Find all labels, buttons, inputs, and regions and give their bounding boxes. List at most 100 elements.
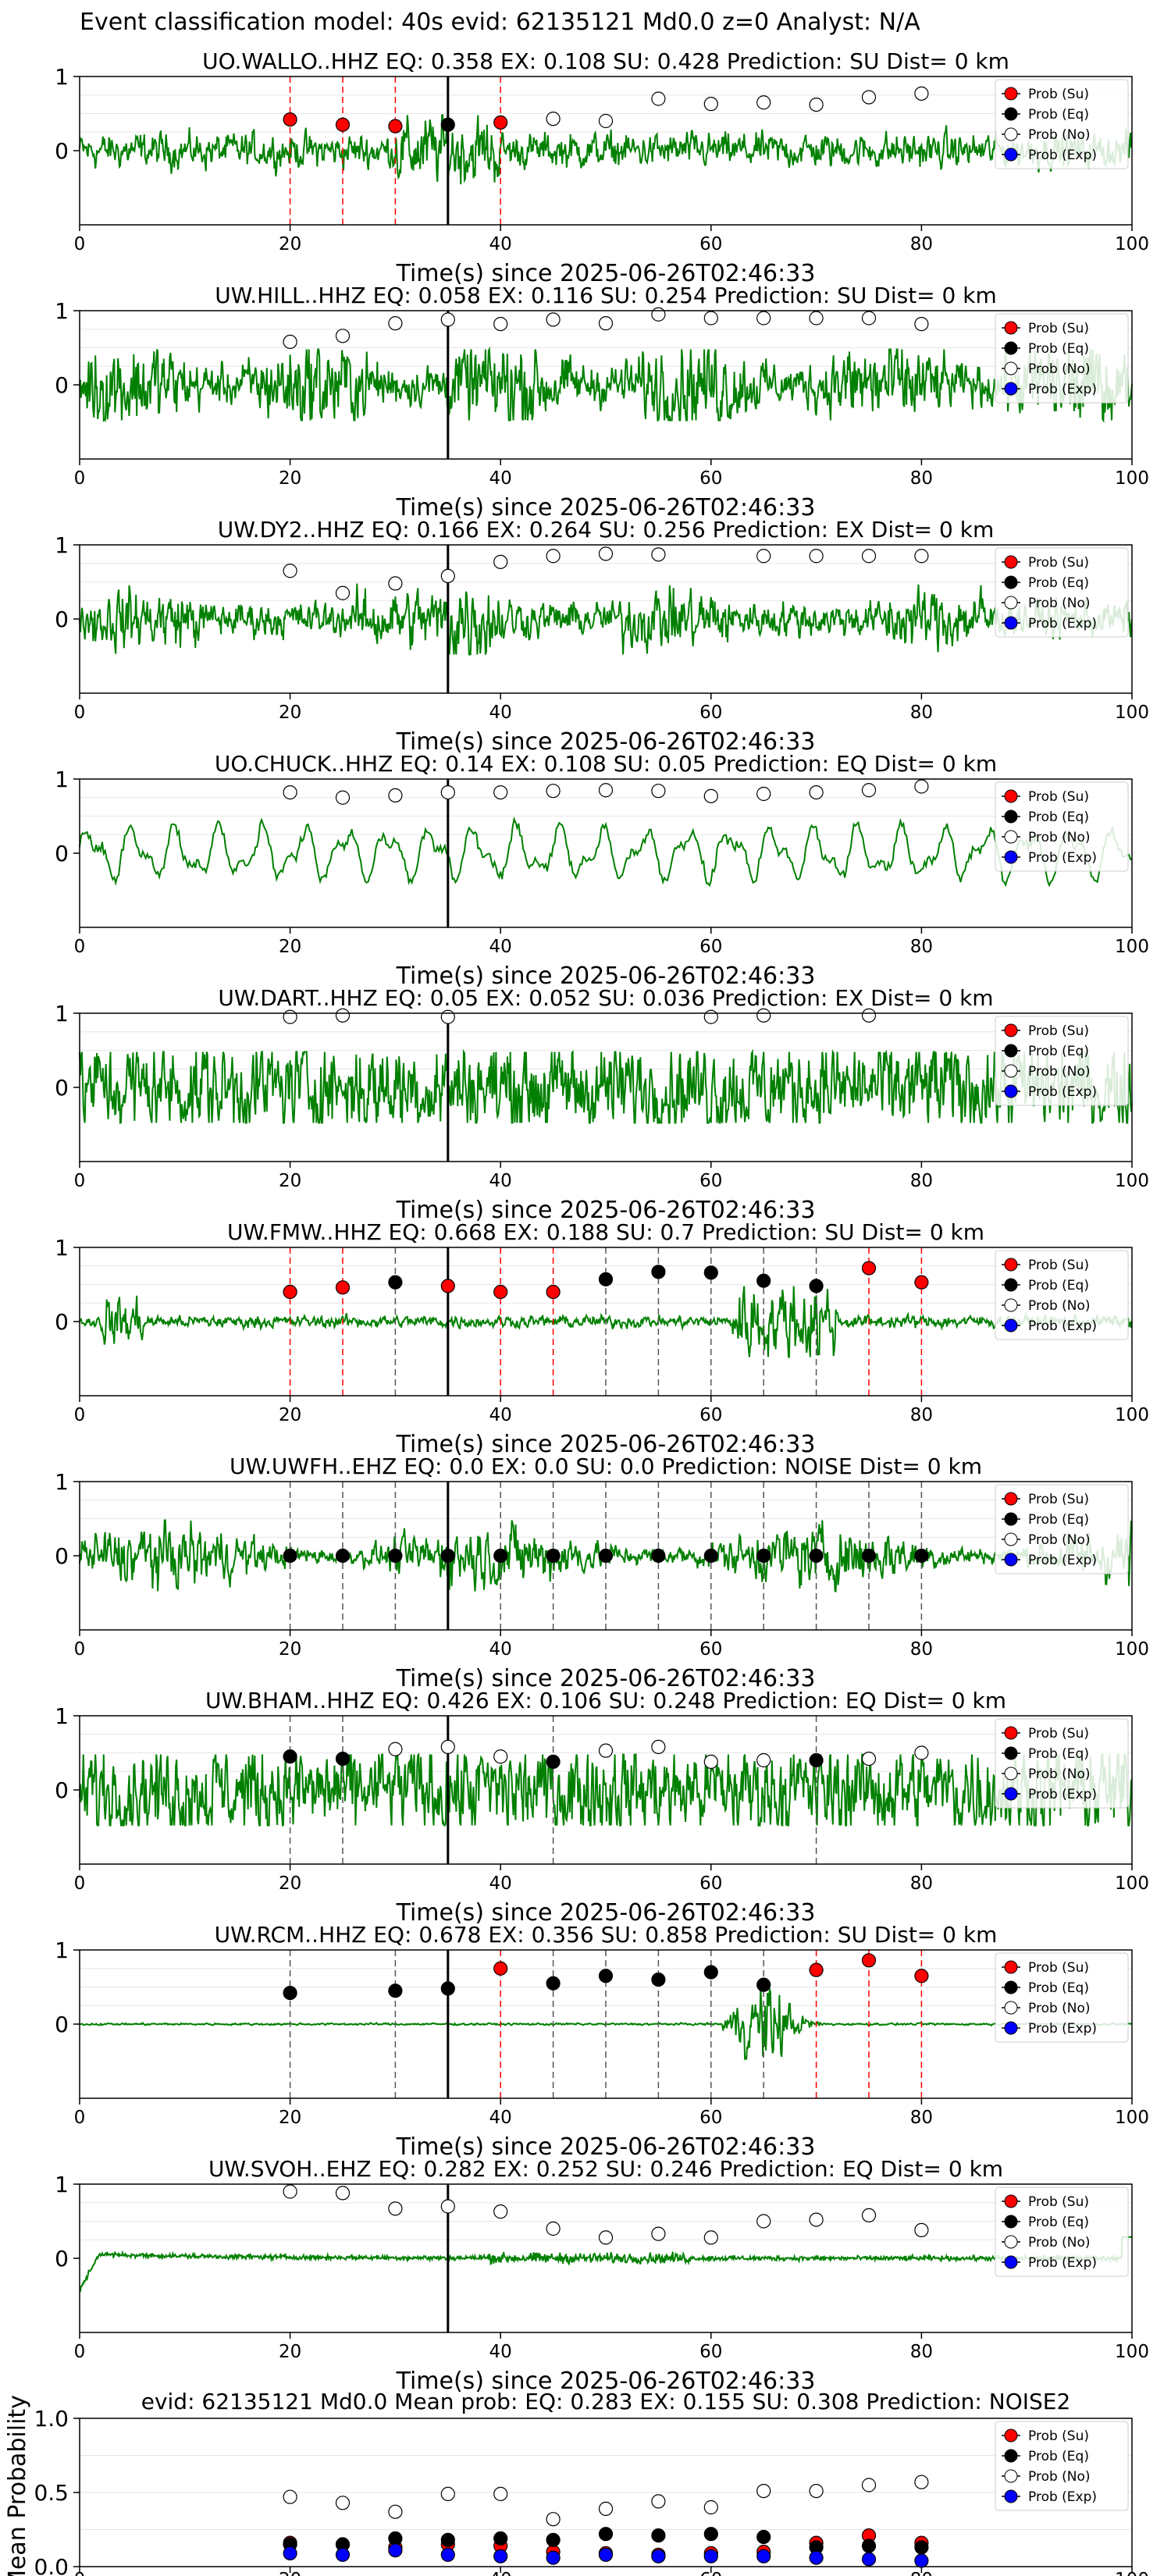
panel-title: UW.HILL..HHZ EQ: 0.058 EX: 0.116 SU: 0.2… <box>215 283 997 308</box>
legend-marker-no <box>1004 127 1018 141</box>
y-tick-label: 1 <box>55 1703 69 1729</box>
legend-marker-su <box>1004 555 1018 569</box>
prob-marker-no <box>756 786 771 802</box>
x-tick-label: 80 <box>910 2342 933 2362</box>
x-tick-label: 0 <box>74 1639 86 1660</box>
figure-title: Event classification model: 40s evid: 62… <box>80 9 920 36</box>
mean-prob-marker-exp <box>598 2547 614 2562</box>
legend-label: Prob (Exp) <box>1028 382 1097 397</box>
x-tick-label: 100 <box>1115 1873 1149 1894</box>
prob-marker-no <box>598 316 614 331</box>
waveform-trace <box>79 2236 1132 2293</box>
x-tick-label: 80 <box>910 1405 933 1425</box>
legend <box>995 1016 1129 1106</box>
prob-marker-no <box>440 312 455 327</box>
panel-title: UW.SVOH..EHZ EQ: 0.282 EX: 0.252 SU: 0.2… <box>208 2156 1003 2182</box>
mean-prob-marker-exp <box>809 2550 824 2565</box>
station-panel-4: UO.CHUCK..HHZ EQ: 0.14 EX: 0.108 SU: 0.0… <box>55 751 1149 990</box>
mean-prob-marker-no <box>493 2486 508 2501</box>
x-tick-label: 60 <box>699 468 722 489</box>
legend <box>995 313 1129 404</box>
legend-marker-eq <box>1004 575 1018 589</box>
legend-marker-su <box>1004 1492 1018 1506</box>
prob-marker-no <box>388 788 403 803</box>
prob-marker-no <box>388 316 403 331</box>
prob-marker-no <box>598 783 614 798</box>
legend-marker-no <box>1004 2235 1018 2249</box>
x-tick-label: 20 <box>279 1171 301 1191</box>
station-panel-5: UW.DART..HHZ EQ: 0.05 EX: 0.052 SU: 0.03… <box>55 985 1149 1224</box>
prob-marker-no <box>914 779 929 794</box>
legend-marker-eq <box>1004 2449 1018 2463</box>
prob-marker-no <box>283 334 297 349</box>
prob-marker-no <box>703 311 718 326</box>
legend-label: Prob (No) <box>1028 596 1091 611</box>
y-tick-label: 1 <box>55 64 69 90</box>
mean-prob-marker-eq <box>861 2539 877 2553</box>
x-tick-label: 100 <box>1115 2570 1149 2576</box>
legend-label: Prob (Eq) <box>1028 1044 1089 1059</box>
legend-label: Prob (Eq) <box>1028 341 1089 357</box>
panel-title: evid: 62135121 Md0.0 Mean prob: EQ: 0.28… <box>141 2389 1071 2414</box>
x-tick-label: 80 <box>910 1171 933 1191</box>
axes-frame <box>79 1012 1133 1162</box>
x-tick-label: 20 <box>279 234 301 254</box>
y-tick-label: 1 <box>55 767 69 792</box>
waveform-trace <box>79 583 1133 656</box>
prob-marker-eq <box>756 1977 771 1992</box>
legend-marker-no <box>1004 1298 1018 1312</box>
x-tick-label: 60 <box>699 2342 722 2362</box>
legend-label: Prob (Eq) <box>1028 107 1089 123</box>
prob-marker-no <box>440 785 455 800</box>
legend <box>995 1718 1129 1809</box>
panel-title: UW.BHAM..HHZ EQ: 0.426 EX: 0.106 SU: 0.2… <box>205 1688 1006 1713</box>
x-tick-label: 0 <box>74 468 86 489</box>
prob-marker-no <box>703 2230 718 2245</box>
prob-marker-eq <box>914 1548 929 1564</box>
mean-prob-marker-exp <box>756 2549 771 2564</box>
mean-prob-marker-no <box>809 2484 824 2499</box>
prob-marker-no <box>493 1749 508 1764</box>
x-tick-label: 20 <box>279 937 301 957</box>
prob-marker-no <box>283 564 297 578</box>
legend-label: Prob (No) <box>1028 1532 1091 1548</box>
y-tick-label: 0 <box>55 372 69 398</box>
legend-marker-su <box>1004 1960 1018 1974</box>
station-panel-7: UW.UWFH..EHZ EQ: 0.0 EX: 0.0 SU: 0.0 Pre… <box>55 1453 1149 1692</box>
prob-marker-no <box>756 95 771 110</box>
legend-label: Prob (Su) <box>1028 1492 1089 1507</box>
x-tick-label: 0 <box>74 2342 86 2362</box>
x-tick-label: 20 <box>279 1873 301 1894</box>
legend <box>995 79 1129 169</box>
prob-marker-eq <box>861 1548 877 1564</box>
axes-frame <box>79 1715 1133 1865</box>
y-tick-label: 0.0 <box>34 2554 69 2576</box>
station-panel-8: UW.BHAM..HHZ EQ: 0.426 EX: 0.106 SU: 0.2… <box>55 1688 1149 1927</box>
prob-marker-no <box>440 568 455 584</box>
legend-marker-eq <box>1004 1278 1018 1292</box>
prob-marker-no <box>651 307 666 322</box>
waveform-trace <box>79 1752 1133 1827</box>
legend-marker-su <box>1004 1023 1018 1037</box>
legend <box>995 2421 1129 2511</box>
prob-marker-no <box>809 311 824 326</box>
prob-marker-su <box>493 1284 508 1300</box>
mean-prob-marker-no <box>703 2500 718 2515</box>
legend-label: Prob (Su) <box>1028 555 1089 571</box>
prob-marker-no <box>861 549 877 564</box>
legend-label: Prob (No) <box>1028 830 1091 845</box>
legend-label: Prob (Su) <box>1028 321 1089 336</box>
legend-label: Prob (Eq) <box>1028 809 1089 825</box>
x-tick-label: 100 <box>1115 937 1149 957</box>
legend-marker-exp <box>1004 850 1018 864</box>
prob-marker-su <box>914 1275 929 1290</box>
panel-title: UW.RCM..HHZ EQ: 0.678 EX: 0.356 SU: 0.85… <box>215 1922 998 1948</box>
station-panel-1: UO.WALLO..HHZ EQ: 0.358 EX: 0.108 SU: 0.… <box>55 48 1149 287</box>
prob-marker-no <box>809 98 824 112</box>
legend-label: Prob (Eq) <box>1028 1746 1089 1762</box>
panel-title: UW.UWFH..EHZ EQ: 0.0 EX: 0.0 SU: 0.0 Pre… <box>230 1453 982 1479</box>
legend-label: Prob (Eq) <box>1028 2449 1089 2464</box>
x-tick-label: 20 <box>279 468 301 489</box>
legend-label: Prob (Su) <box>1028 789 1089 805</box>
prob-marker-no <box>598 1743 614 1758</box>
